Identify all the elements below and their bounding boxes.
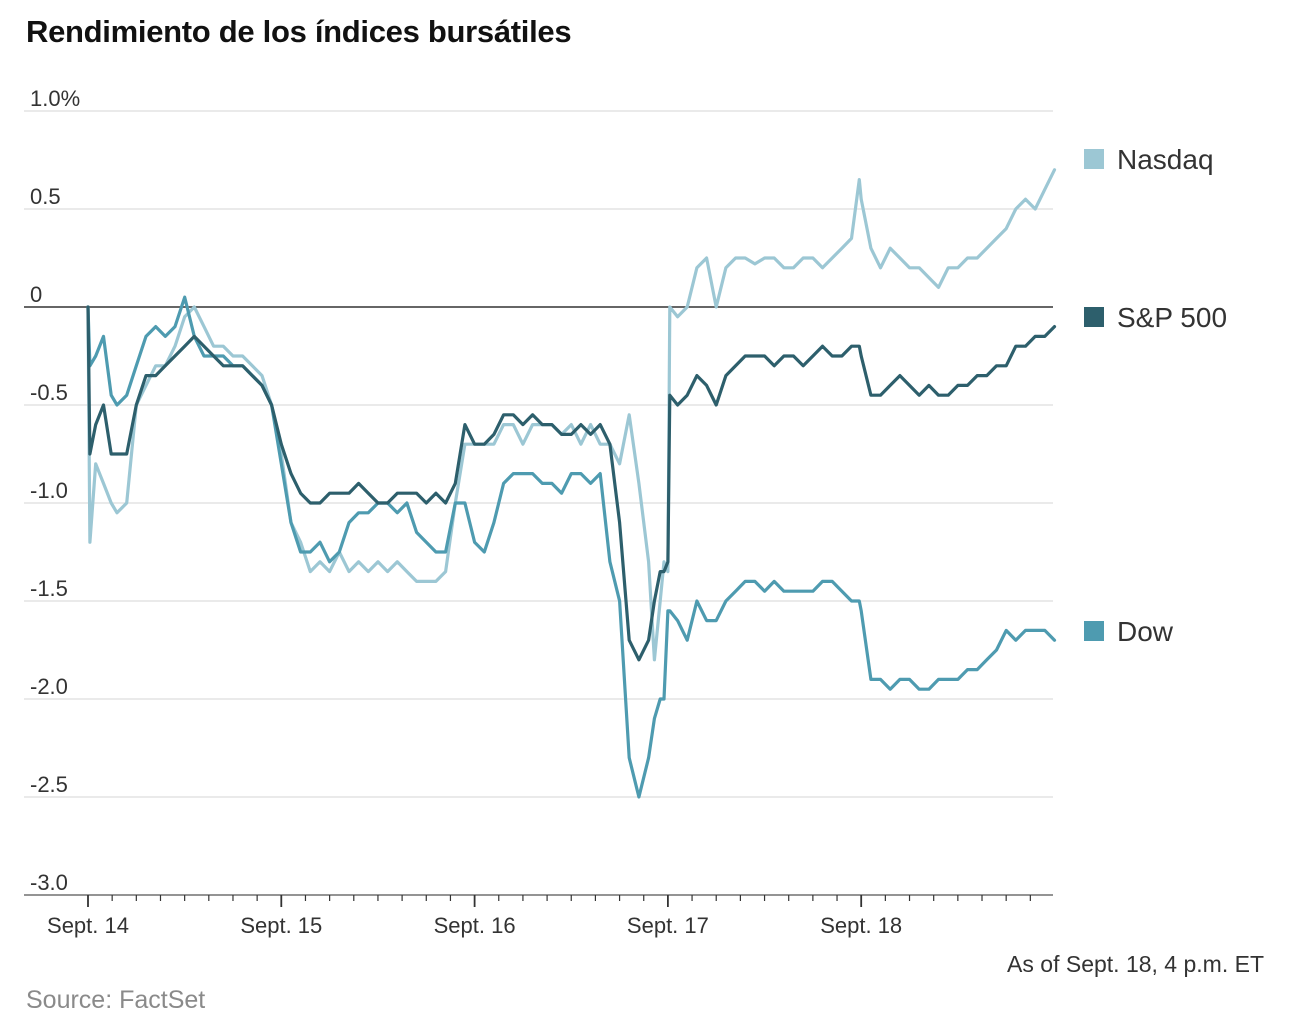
y-tick-label: 0.5 bbox=[30, 184, 61, 209]
y-tick-label: -0.5 bbox=[30, 380, 68, 405]
legend-swatch-nasdaq bbox=[1084, 149, 1104, 169]
y-tick-label: -3.0 bbox=[30, 870, 68, 895]
legend-swatch-sp500 bbox=[1084, 307, 1104, 327]
source-note: Source: FactSet bbox=[26, 986, 206, 1014]
x-tick-label: Sept. 18 bbox=[820, 913, 902, 938]
y-tick-label: 1.0% bbox=[30, 86, 80, 111]
legend-label-dow: Dow bbox=[1117, 616, 1174, 647]
y-axis-ticks: 1.0% 0.5 0 -0.5 -1.0 -1.5 -2.0 -2.5 -3.0 bbox=[30, 86, 80, 895]
as-of-note: As of Sept. 18, 4 p.m. ET bbox=[1007, 951, 1264, 977]
x-tick-label: Sept. 17 bbox=[627, 913, 709, 938]
x-tick-label: Sept. 14 bbox=[47, 913, 129, 938]
x-tick-label: Sept. 15 bbox=[240, 913, 322, 938]
legend-swatch-dow bbox=[1084, 621, 1104, 641]
series-line-sp500 bbox=[86, 305, 1057, 662]
series-line-dow bbox=[86, 295, 1057, 799]
series-line-nasdaq bbox=[86, 168, 1057, 662]
y-tick-label: -1.5 bbox=[30, 576, 68, 601]
legend-label-sp500: S&P 500 bbox=[1117, 302, 1227, 333]
legend: Nasdaq S&P 500 Dow bbox=[1084, 144, 1227, 647]
y-tick-label: -1.0 bbox=[30, 478, 68, 503]
chart-title: Rendimiento de los índices bursátiles bbox=[26, 14, 572, 49]
x-axis: Sept. 14 Sept. 15 Sept. 16 Sept. 17 Sept. 18 bbox=[24, 894, 1053, 938]
legend-label-nasdaq: Nasdaq bbox=[1117, 144, 1214, 175]
y-tick-label: 0 bbox=[30, 282, 42, 307]
y-tick-label: -2.0 bbox=[30, 674, 68, 699]
series-lines bbox=[86, 168, 1057, 799]
y-tick-label: -2.5 bbox=[30, 772, 68, 797]
gridlines bbox=[24, 110, 1053, 798]
x-tick-label: Sept. 16 bbox=[434, 913, 516, 938]
